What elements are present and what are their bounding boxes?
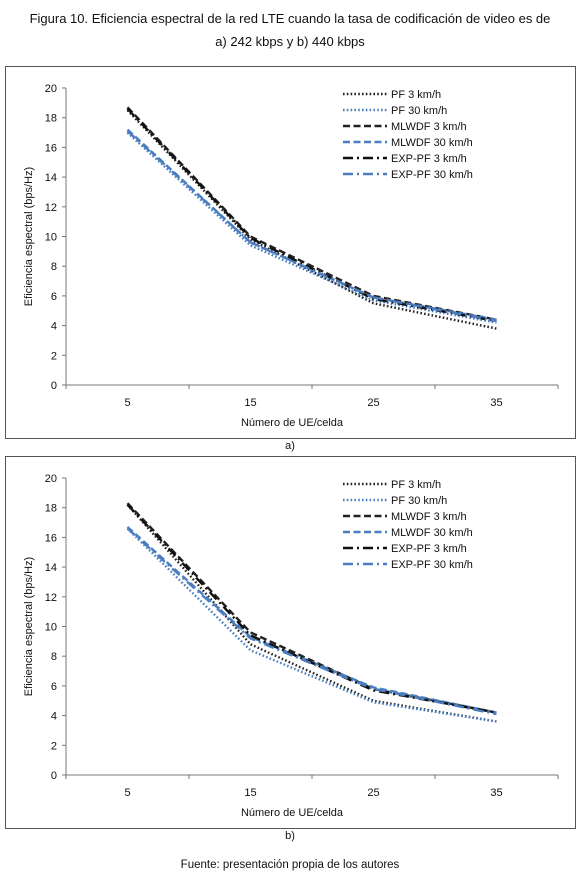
legend-label: EXP-PF 3 km/h bbox=[391, 153, 467, 165]
y-tick-label: 6 bbox=[51, 291, 57, 303]
legend-label: MLWDF 30 km/h bbox=[391, 527, 473, 539]
y-tick-label: 14 bbox=[45, 562, 57, 574]
x-axis-title: Número de UE/celda bbox=[241, 807, 344, 819]
figure-source: Fuente: presentación propia de los autor… bbox=[180, 859, 400, 871]
series-line-0 bbox=[126, 109, 497, 330]
y-tick-label: 12 bbox=[45, 202, 57, 214]
chart-b-svg: 0 2 4 6 8 10 12 14 16 18 20 5 15 25 35 Número de UE/cel… bbox=[23, 473, 559, 819]
x-tick-label: 25 bbox=[367, 787, 379, 799]
y-tick-label: 4 bbox=[51, 321, 57, 333]
y-tick-label: 20 bbox=[45, 83, 57, 95]
x-axis-title: Número de UE/celda bbox=[241, 417, 344, 429]
legend-label: PF 30 km/h bbox=[391, 495, 447, 507]
x-tick-label: 35 bbox=[490, 787, 502, 799]
y-tick-label: 16 bbox=[45, 142, 57, 154]
chart-a-svg: 0 2 4 6 8 10 12 14 16 18 20 5 15 25 35 Número de UE/cel… bbox=[23, 83, 559, 429]
y-tick-label: 16 bbox=[45, 532, 57, 544]
legend-label: MLWDF 3 km/h bbox=[391, 121, 467, 133]
series-line-5 bbox=[126, 130, 497, 323]
y-tick-label: 8 bbox=[51, 261, 57, 273]
legend-label: EXP-PF 3 km/h bbox=[391, 543, 467, 555]
x-tick-label: 15 bbox=[244, 397, 256, 409]
legend-label: EXP-PF 30 km/h bbox=[391, 169, 473, 181]
series-line-4 bbox=[126, 503, 497, 714]
figure-title-line-2: a) 242 kbps y b) 440 kbps bbox=[215, 34, 365, 49]
legend-label: MLWDF 30 km/h bbox=[391, 137, 473, 149]
chart-panel-a: 0 2 4 6 8 10 12 14 16 18 20 5 15 25 35 Número de UE/cel… bbox=[5, 66, 576, 439]
y-tick-label: 10 bbox=[45, 622, 57, 634]
x-tick-label: 5 bbox=[124, 397, 130, 409]
y-tick-label: 18 bbox=[45, 503, 57, 515]
legend-label: PF 3 km/h bbox=[391, 479, 441, 491]
x-tick-label: 25 bbox=[367, 397, 379, 409]
panel-label-a: a) bbox=[285, 440, 295, 452]
y-tick-label: 2 bbox=[51, 350, 57, 362]
y-tick-label: 14 bbox=[45, 172, 57, 184]
y-tick-label: 0 bbox=[51, 380, 57, 392]
y-tick-label: 2 bbox=[51, 740, 57, 752]
series-line-1 bbox=[126, 527, 497, 723]
y-tick-label: 8 bbox=[51, 651, 57, 663]
series-line-3 bbox=[126, 128, 497, 321]
y-tick-label: 6 bbox=[51, 681, 57, 693]
y-tick-label: 0 bbox=[51, 770, 57, 782]
series-line-2 bbox=[126, 502, 497, 714]
y-tick-label: 10 bbox=[45, 232, 57, 244]
legend-label: PF 30 km/h bbox=[391, 105, 447, 117]
y-axis-title: Eficiencia espectral (bps/Hz) bbox=[23, 167, 35, 306]
x-tick-label: 15 bbox=[244, 787, 256, 799]
y-tick-label: 20 bbox=[45, 473, 57, 485]
series-line-5 bbox=[126, 527, 497, 716]
y-axis-title: Eficiencia espectral (bps/Hz) bbox=[23, 557, 35, 696]
y-tick-label: 12 bbox=[45, 592, 57, 604]
y-tick-label: 4 bbox=[51, 711, 57, 723]
legend-label: MLWDF 3 km/h bbox=[391, 511, 467, 523]
legend-label: PF 3 km/h bbox=[391, 89, 441, 101]
x-tick-label: 35 bbox=[490, 397, 502, 409]
y-tick-label: 18 bbox=[45, 113, 57, 125]
x-tick-label: 5 bbox=[124, 787, 130, 799]
chart-panel-b: 0 2 4 6 8 10 12 14 16 18 20 5 15 25 35 Número de UE/cel… bbox=[5, 456, 576, 829]
series-line-4 bbox=[126, 107, 497, 323]
figure-title-line-1: Figura 10. Eficiencia espectral de la re… bbox=[29, 11, 551, 26]
panel-label-b: b) bbox=[285, 830, 295, 842]
legend-label: EXP-PF 30 km/h bbox=[391, 559, 473, 571]
